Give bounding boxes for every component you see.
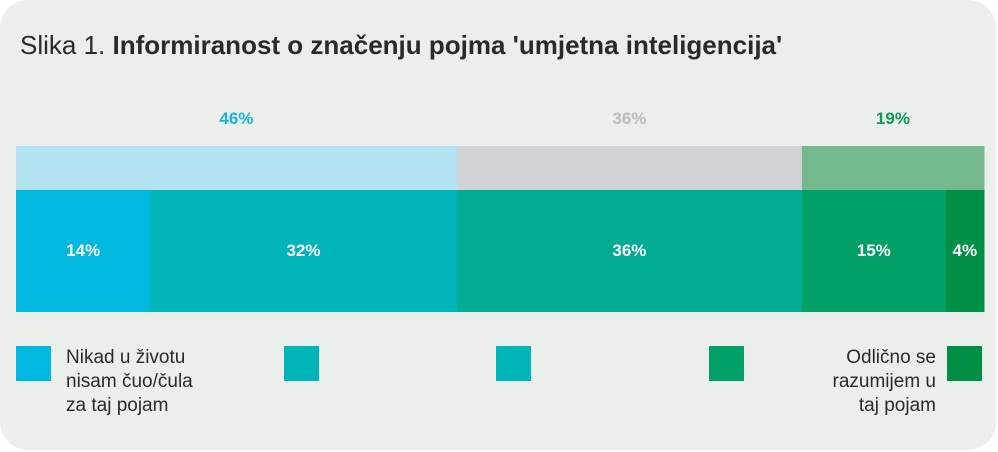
legend-swatch-1 (16, 346, 51, 381)
group-label-2: 36% (612, 109, 646, 128)
legend-swatch-3 (496, 346, 531, 381)
legend-label-understand-well: Odlično se razumijem u taj pojam (832, 347, 936, 416)
segment-bar-2 (150, 190, 458, 312)
legend-label-never-heard: Nikad u životu nisam čuo/čula za taj poj… (66, 347, 193, 416)
segment-label-4: 15% (857, 241, 891, 260)
segment-label-2: 32% (287, 241, 321, 260)
legend-swatch-4 (709, 346, 744, 381)
legend-swatch-5 (947, 346, 982, 381)
segment-label-5: 4% (953, 241, 978, 260)
group-label-1: 46% (219, 109, 253, 128)
segment-bar-5 (945, 190, 985, 312)
chart-title: Slika 1. Informiranost o značenju pojma … (20, 30, 782, 61)
segment-label-3: 36% (612, 241, 646, 260)
segment-bar-1 (16, 190, 151, 312)
group-bar-3 (801, 146, 985, 190)
segment-label-1: 14% (66, 241, 100, 260)
segment-bar-3 (456, 190, 803, 312)
title-prefix: Slika 1. (20, 30, 106, 60)
legend-swatch-2 (284, 346, 319, 381)
group-label-3: 19% (876, 109, 910, 128)
group-bar-2 (456, 146, 803, 190)
group-bar-1 (16, 146, 458, 190)
segment-bar-4 (801, 190, 947, 312)
title-main: Informiranost o značenju pojma 'umjetna … (112, 30, 783, 60)
